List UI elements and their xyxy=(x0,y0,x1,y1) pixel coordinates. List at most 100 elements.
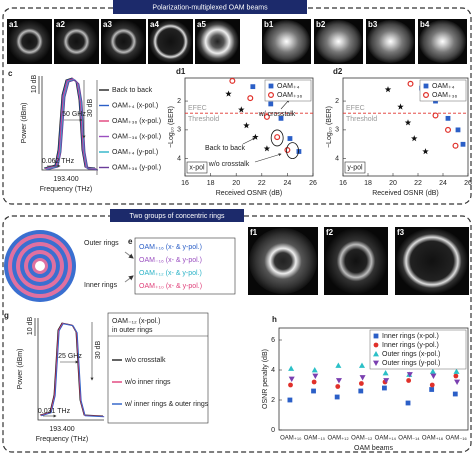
x-tick-label: 193.400 xyxy=(53,176,78,183)
y-tick-label: 0 xyxy=(271,427,275,434)
section-header xyxy=(110,209,244,222)
spectrum-trace xyxy=(41,323,105,418)
legend-swatch xyxy=(373,351,379,357)
annotation-arrow xyxy=(280,99,290,110)
panel-label: a1 xyxy=(9,20,18,29)
point xyxy=(430,373,437,379)
beam-profile xyxy=(196,20,239,63)
annotation: 0.031 THz xyxy=(38,408,71,415)
point xyxy=(429,382,435,388)
point xyxy=(429,368,436,374)
panel-label: a2 xyxy=(56,20,65,29)
point xyxy=(358,362,365,368)
point xyxy=(288,376,295,382)
point xyxy=(422,148,429,155)
list-item: OAM₊₁₆ (x- & y-pol.) xyxy=(139,244,202,251)
spectrum-trace xyxy=(46,79,99,171)
legend-label: Inner rings (y-pol.) xyxy=(382,342,439,349)
axis-title: Power (dBm) xyxy=(21,103,28,144)
legend-label: OAM₊₃₆ xyxy=(277,92,302,99)
point xyxy=(454,379,461,385)
legend-box xyxy=(264,79,312,102)
axis xyxy=(37,318,104,421)
list-box xyxy=(134,237,236,295)
y-tick-label: 6 xyxy=(271,337,275,344)
point xyxy=(263,113,270,120)
legend-label: w/ inner rings & outer rings xyxy=(124,401,209,408)
spectrum-trace xyxy=(40,322,104,417)
point xyxy=(263,145,271,152)
section-title: Polarization-multiplexed OAM beams xyxy=(152,4,268,11)
y-tick-label: 3 xyxy=(335,127,339,134)
legend-label: Inner rings (x-pol.) xyxy=(382,333,439,340)
plot-frame xyxy=(278,327,469,431)
spectrum-trace xyxy=(43,77,96,169)
point xyxy=(334,394,340,400)
beam-profile xyxy=(149,20,192,63)
point xyxy=(238,106,245,113)
scale-label: 10 dB xyxy=(27,317,34,336)
legend-label: OAM₊₄ xyxy=(432,83,455,90)
legend-swatch xyxy=(268,91,275,98)
axis-title: −Log₁₀ (BER) xyxy=(168,106,175,148)
legend-title: in outer rings xyxy=(112,327,153,334)
point xyxy=(243,122,250,129)
legend-swatch xyxy=(423,91,430,98)
annotation-arrow xyxy=(254,153,282,163)
beam-profile xyxy=(396,228,468,294)
spectrum-trace xyxy=(44,77,96,169)
axis-title: Frequency (THz) xyxy=(40,186,93,193)
highlight xyxy=(270,129,284,147)
beam-profile xyxy=(367,20,414,63)
point xyxy=(405,400,411,406)
spectrum-trace xyxy=(45,78,97,170)
beam-profile xyxy=(325,228,387,294)
panel-label: g xyxy=(4,311,9,320)
x-tick-label: OAM₋₁₂ xyxy=(351,436,373,442)
plot-frame xyxy=(342,77,469,177)
panel-label: a4 xyxy=(150,20,159,29)
point xyxy=(296,149,302,154)
y-tick-label: 4 xyxy=(271,367,275,374)
x-tick-label: OAM₊₁₄ xyxy=(375,436,397,442)
axis-title: −Log₁₀ (BER) xyxy=(326,106,333,148)
x-tick-label: 22 xyxy=(414,180,422,187)
legend-label: OAM₊₄ (x-pol.) xyxy=(112,102,158,109)
point xyxy=(397,103,404,110)
legend-label: OAM₊₃₆ xyxy=(432,92,457,99)
point xyxy=(335,378,342,384)
point xyxy=(311,379,317,385)
section-title: Two groups of concentric rings xyxy=(130,213,225,220)
panel-label: d2 xyxy=(333,67,343,76)
y-tick-label: 2 xyxy=(335,98,339,105)
point xyxy=(407,80,414,87)
axis-title: Power (dBm) xyxy=(17,349,24,390)
beam-profile xyxy=(8,20,51,63)
legend-swatch xyxy=(373,342,379,348)
point xyxy=(383,378,390,384)
point xyxy=(274,134,281,141)
beam-profile xyxy=(263,20,310,63)
point xyxy=(335,384,341,389)
point xyxy=(359,375,366,381)
point xyxy=(268,101,274,107)
legend-box xyxy=(419,79,467,102)
annotation: Outer rings xyxy=(84,240,119,247)
panel-label: e xyxy=(128,237,133,246)
legend-label: w/o crosstalk xyxy=(124,357,166,364)
annotation-arrow xyxy=(124,251,134,259)
x-tick-label: OAM₊₁₆ xyxy=(422,436,444,442)
point xyxy=(288,365,295,371)
axis-title: Received OSNR (dB) xyxy=(372,190,439,197)
axis-title: OSNR penalty (dB) xyxy=(262,349,269,409)
point xyxy=(278,115,284,121)
legend-title: OAM₋₁₂ (x-pol.) xyxy=(112,318,160,325)
spectrum-trace xyxy=(46,79,98,171)
panel-label: a3 xyxy=(103,20,112,29)
section-header xyxy=(113,0,307,14)
annotation: 0.062 THz xyxy=(42,158,75,165)
point xyxy=(429,387,435,392)
beam-profile xyxy=(102,20,145,63)
highlight xyxy=(286,142,299,160)
spectrum-trace xyxy=(45,78,97,170)
